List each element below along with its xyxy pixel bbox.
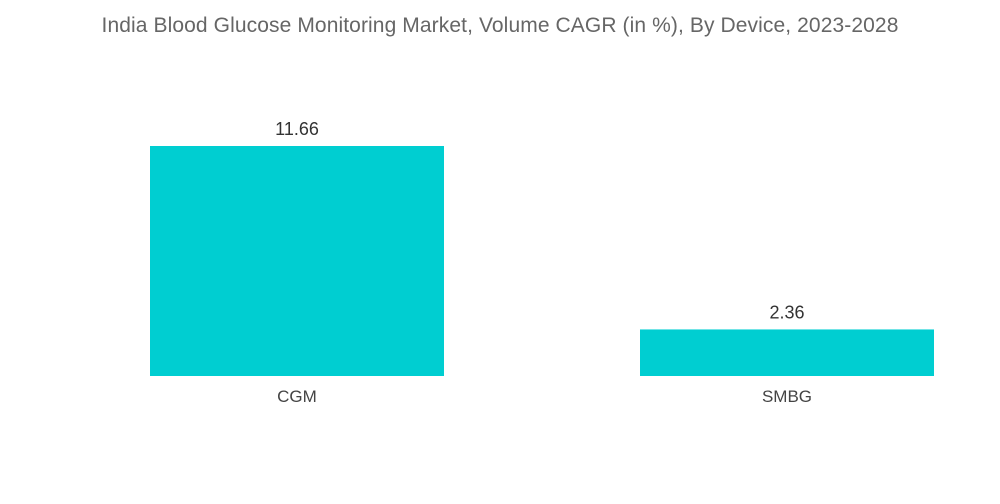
value-label-smbg: 2.36 bbox=[769, 302, 804, 322]
bar-smbg bbox=[640, 329, 934, 376]
category-label-smbg: SMBG bbox=[762, 387, 812, 406]
chart-title: India Blood Glucose Monitoring Market, V… bbox=[101, 14, 899, 37]
value-label-cgm: 11.66 bbox=[275, 119, 319, 139]
category-label-cgm: CGM bbox=[277, 387, 317, 406]
bar-cgm bbox=[150, 146, 444, 376]
